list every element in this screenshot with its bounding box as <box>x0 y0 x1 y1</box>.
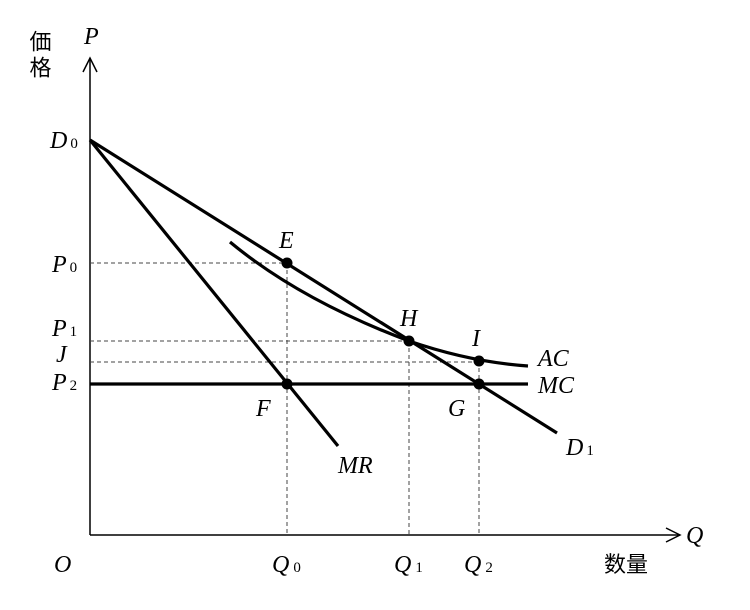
curve-label: AC <box>536 346 570 372</box>
ac-curve <box>228 240 529 368</box>
label-main: Q <box>272 552 289 578</box>
x-axis-label: 数量 <box>604 553 648 578</box>
label-sub: 2 <box>485 560 493 576</box>
point <box>281 378 293 390</box>
label-sub: 1 <box>415 560 423 576</box>
points <box>281 257 485 390</box>
label-sub: 0 <box>70 260 78 276</box>
origin-label: O <box>54 552 71 578</box>
label-main: P <box>51 316 67 342</box>
point <box>473 355 485 367</box>
label-sub: 1 <box>586 443 594 459</box>
level-label: J <box>56 342 68 368</box>
point-label: H <box>399 306 419 332</box>
label-sub: 0 <box>293 560 301 576</box>
label-main: P <box>51 370 67 396</box>
y-axis-label: 価格 <box>26 30 52 82</box>
label-sub: 2 <box>70 378 78 394</box>
label-main: Q <box>394 552 411 578</box>
y-axis-symbol: P <box>83 24 99 50</box>
label-main: Q <box>464 552 481 578</box>
y-arrow <box>82 56 98 73</box>
point-label: G <box>448 396 465 422</box>
point-label: F <box>255 396 271 422</box>
point <box>281 257 293 269</box>
demand-line <box>89 138 558 435</box>
mr-line <box>88 138 340 448</box>
label-main: D <box>565 435 583 461</box>
curves <box>88 138 558 448</box>
point-label: I <box>471 326 481 352</box>
x-arrow <box>665 527 682 543</box>
point <box>403 335 415 347</box>
guides <box>90 262 480 535</box>
x-axis-symbol: Q <box>686 523 703 549</box>
point <box>473 378 485 390</box>
point-label: E <box>278 228 294 254</box>
label-sub: 0 <box>70 136 78 152</box>
label-main: D <box>49 128 67 154</box>
label-sub: 1 <box>70 324 78 340</box>
axes <box>82 56 682 543</box>
curve-label: MC <box>537 373 575 399</box>
curve-label: MR <box>337 453 373 479</box>
label-main: P <box>51 252 67 278</box>
